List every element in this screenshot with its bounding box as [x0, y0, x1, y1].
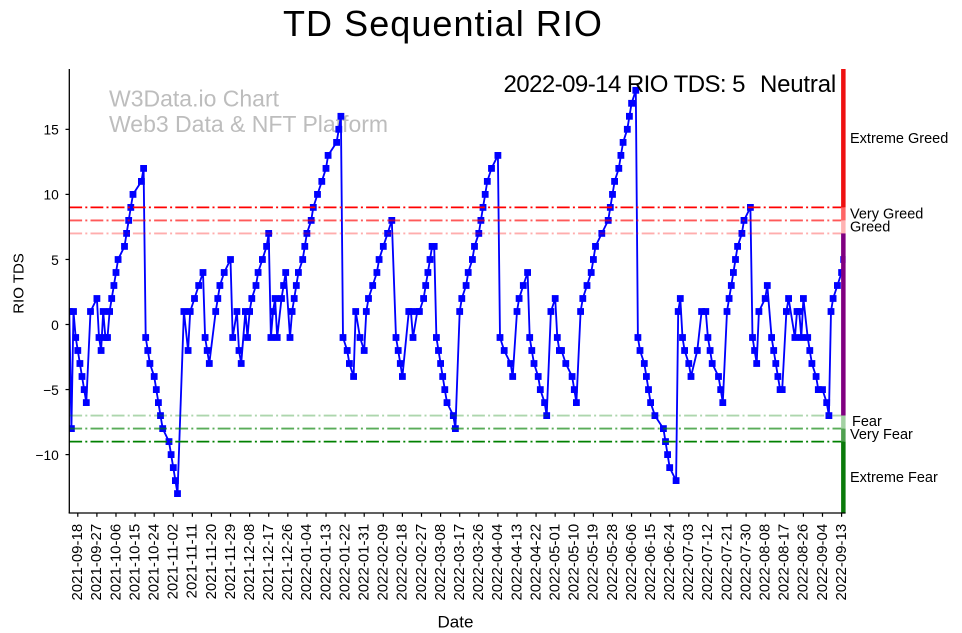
svg-text:2021-11-20: 2021-11-20: [203, 524, 220, 600]
svg-text:−10: −10: [35, 448, 59, 463]
svg-text:2022-07-21: 2022-07-21: [718, 524, 735, 601]
svg-text:RIO TDS: RIO TDS: [11, 253, 28, 314]
svg-text:2022-02-27: 2022-02-27: [413, 524, 430, 601]
svg-text:2022-06-24: 2022-06-24: [661, 524, 678, 601]
svg-text:2022-08-08: 2022-08-08: [757, 524, 774, 601]
svg-text:Neutral: Neutral: [760, 71, 836, 98]
svg-text:2022-08-26: 2022-08-26: [795, 524, 812, 601]
svg-text:TD Sequential RIO: TD Sequential RIO: [283, 3, 603, 44]
svg-text:2021-11-02: 2021-11-02: [165, 524, 182, 600]
svg-text:2022-05-19: 2022-05-19: [585, 524, 602, 601]
svg-text:2022-05-10: 2022-05-10: [566, 524, 583, 601]
svg-text:2021-10-06: 2021-10-06: [107, 524, 124, 601]
svg-text:2022-08-17: 2022-08-17: [776, 524, 793, 601]
svg-text:10: 10: [43, 188, 59, 203]
svg-text:Greed: Greed: [850, 220, 890, 236]
svg-text:2022-03-26: 2022-03-26: [470, 524, 487, 601]
svg-text:15: 15: [43, 123, 59, 138]
svg-text:Very Fear: Very Fear: [850, 427, 913, 443]
svg-text:2022-09-13: 2022-09-13: [833, 524, 850, 601]
svg-text:Extreme Greed: Extreme Greed: [850, 131, 948, 147]
svg-text:−5: −5: [43, 383, 59, 398]
svg-text:2022-04-22: 2022-04-22: [527, 524, 544, 601]
svg-text:Web3 Data & NFT Platform: Web3 Data & NFT Platform: [109, 111, 388, 137]
svg-text:Very Greed: Very Greed: [850, 207, 923, 223]
svg-text:2022-07-03: 2022-07-03: [680, 524, 697, 601]
svg-text:2022-07-12: 2022-07-12: [699, 524, 716, 601]
svg-text:2021-11-11: 2021-11-11: [184, 524, 201, 599]
svg-text:2022-03-08: 2022-03-08: [432, 524, 449, 601]
svg-text:2021-11-29: 2021-11-29: [222, 524, 239, 600]
svg-text:2021-12-17: 2021-12-17: [260, 524, 277, 601]
svg-text:2021-10-15: 2021-10-15: [126, 524, 143, 601]
svg-text:2022-01-31: 2022-01-31: [356, 524, 373, 601]
svg-text:2022-06-06: 2022-06-06: [623, 524, 640, 601]
svg-text:2022-05-01: 2022-05-01: [546, 524, 563, 601]
svg-text:Extreme Fear: Extreme Fear: [850, 470, 938, 486]
svg-text:2022-03-17: 2022-03-17: [451, 524, 468, 601]
svg-text:2021-10-24: 2021-10-24: [145, 524, 162, 601]
svg-text:2022-04-13: 2022-04-13: [508, 524, 525, 601]
svg-text:Date: Date: [438, 613, 474, 632]
svg-text:0: 0: [51, 318, 59, 333]
svg-text:2022-01-04: 2022-01-04: [298, 524, 315, 601]
svg-text:2022-07-30: 2022-07-30: [737, 524, 754, 601]
svg-text:2021-09-18: 2021-09-18: [69, 524, 86, 601]
svg-text:2021-09-27: 2021-09-27: [88, 524, 105, 601]
svg-text:2022-02-18: 2022-02-18: [394, 524, 411, 601]
svg-text:2022-06-15: 2022-06-15: [642, 524, 659, 601]
svg-text:2022-05-28: 2022-05-28: [604, 524, 621, 601]
svg-text:2021-12-26: 2021-12-26: [279, 524, 296, 601]
svg-text:2022-09-14 RIO TDS: 5: 2022-09-14 RIO TDS: 5: [504, 71, 746, 98]
svg-text:2022-04-04: 2022-04-04: [489, 524, 506, 601]
svg-text:5: 5: [51, 253, 59, 268]
svg-text:W3Data.io Chart: W3Data.io Chart: [109, 86, 280, 112]
svg-text:2022-02-09: 2022-02-09: [375, 524, 392, 601]
svg-text:2022-01-13: 2022-01-13: [317, 524, 334, 601]
svg-text:2022-09-04: 2022-09-04: [814, 524, 831, 601]
svg-text:Fear: Fear: [852, 414, 882, 430]
svg-text:2021-12-08: 2021-12-08: [241, 524, 258, 601]
svg-text:2022-01-22: 2022-01-22: [336, 524, 353, 601]
